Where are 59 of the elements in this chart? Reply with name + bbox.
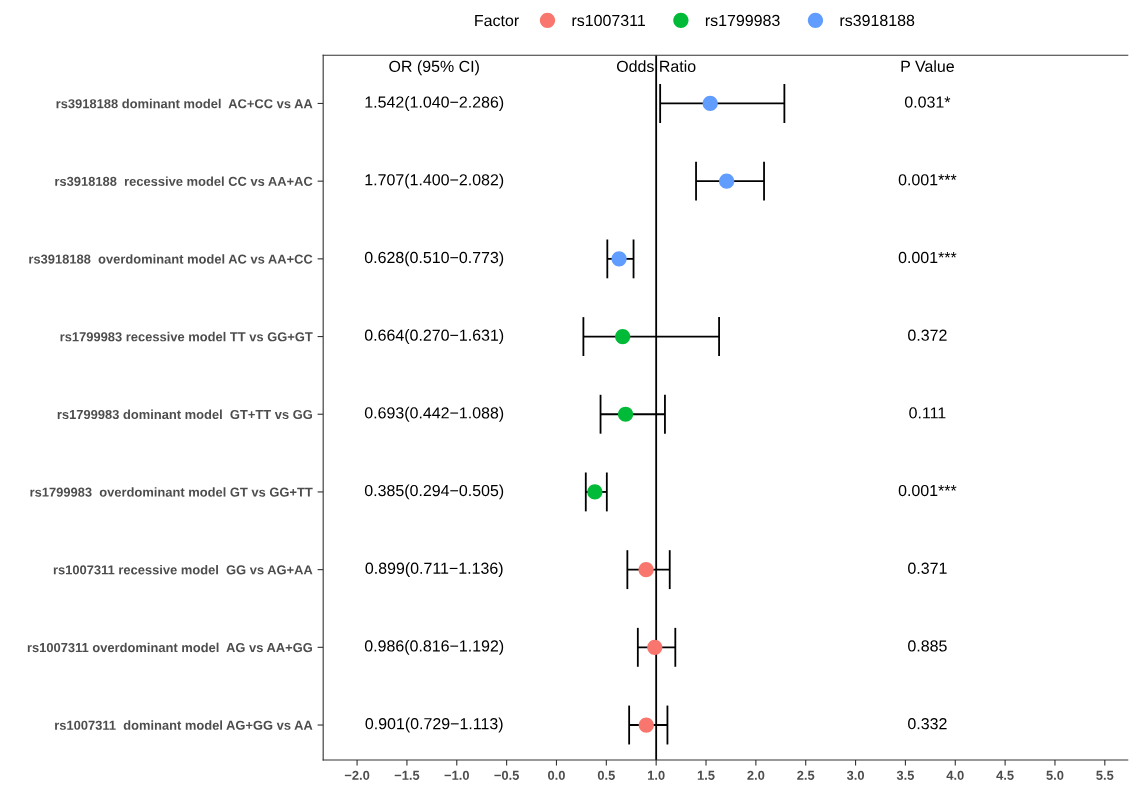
annotation: 0.901(0.729−1.113) xyxy=(365,717,503,733)
point xyxy=(638,717,654,733)
annotation: 0.372 xyxy=(908,329,947,341)
x-tick-label: 5.0 xyxy=(1046,770,1064,780)
y-tick-label: rs1799983 recessive model TT vs GG+GT xyxy=(60,331,313,342)
x-tick-label: 0.5 xyxy=(597,770,615,780)
annotation: 0.899(0.711−1.136) xyxy=(365,562,503,578)
annotation: 0.628(0.510−0.773) xyxy=(364,251,504,267)
annotation: 0.031* xyxy=(904,96,951,108)
x-tick-label: 5.5 xyxy=(1096,770,1114,780)
y-tick-label: rs3918188 overdominant model AC vs AA+CC xyxy=(29,254,313,264)
x-tick-label: 3.5 xyxy=(896,770,915,780)
x-tick-label: 0.0 xyxy=(548,770,565,780)
annotation: 0.693(0.442−1.088) xyxy=(364,406,504,422)
annotation: 0.371 xyxy=(908,562,947,574)
y-tick-label: rs3918188 recessive model CC vs AA+AC xyxy=(55,176,313,186)
annotation: OR (95% CI) xyxy=(389,60,479,76)
annotation: 0.001*** xyxy=(898,251,957,264)
legend-label: rs3918188 xyxy=(840,14,915,27)
y-tick-label: rs1007311 recessive model GG vs AG+AA xyxy=(53,564,313,575)
point xyxy=(638,562,654,578)
point xyxy=(587,484,603,500)
annotation: 0.885 xyxy=(908,640,947,652)
x-tick-label: 2.0 xyxy=(747,770,765,780)
annotation: Odds Ratio xyxy=(616,60,696,73)
x-tick-label: −2.0 xyxy=(344,770,370,780)
y-tick-label: rs1799983 dominant model GT+TT vs GG xyxy=(57,409,312,420)
y-tick-label: rs1799983 overdominant model GT vs GG+TT xyxy=(30,487,313,497)
annotation: 0.332 xyxy=(908,718,947,730)
point xyxy=(617,406,634,422)
annotation: 0.001*** xyxy=(898,174,957,186)
point xyxy=(611,251,627,267)
annotation: 0.986(0.816−1.192) xyxy=(364,639,504,655)
annotation: 1.707(1.400−2.082) xyxy=(365,173,504,189)
x-tick-label: 4.5 xyxy=(996,770,1014,780)
annotation: 0.385(0.294−0.505) xyxy=(364,484,504,500)
x-tick-label: 3.0 xyxy=(846,770,865,780)
point xyxy=(615,328,631,345)
annotation: P Value xyxy=(901,60,954,73)
point xyxy=(647,639,663,655)
y-tick-label: rs3918188 dominant model AC+CC vs AA xyxy=(56,98,313,109)
annotation: 0.001*** xyxy=(898,484,957,497)
x-tick-label: 1.0 xyxy=(648,770,665,780)
point xyxy=(719,173,735,189)
annotation: 1.542(1.040−2.286) xyxy=(365,96,504,111)
x-tick-label: −1.0 xyxy=(444,770,469,780)
annotation: 0.664(0.270−1.631) xyxy=(364,329,504,344)
x-tick-label: 1.5 xyxy=(697,770,715,780)
legend-title: Factor xyxy=(475,15,519,27)
legend-label: rs1007311 xyxy=(572,14,645,27)
x-tick-label: 2.5 xyxy=(797,770,815,780)
x-tick-label: 4.0 xyxy=(946,770,964,780)
point xyxy=(702,95,718,112)
x-tick-label: −1.5 xyxy=(394,770,420,780)
x-tick-label: −0.5 xyxy=(494,770,520,780)
y-tick-label: rs1007311 dominant model AG+GG vs AA xyxy=(55,720,313,730)
legend-label: rs1799983 xyxy=(705,14,780,27)
y-tick-label: rs1007311 overdominant model AG vs AA+GG xyxy=(27,642,312,653)
annotation: 0.111 xyxy=(909,407,946,419)
